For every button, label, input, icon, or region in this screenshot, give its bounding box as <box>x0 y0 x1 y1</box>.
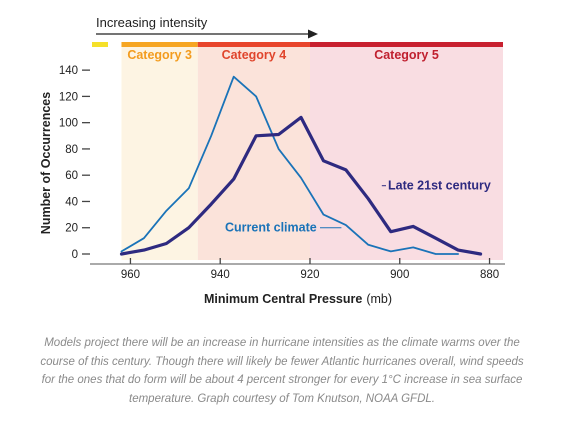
late-century-label: Late 21st century <box>388 179 491 193</box>
x-tick-label: 940 <box>211 269 230 281</box>
x-tick-label: 880 <box>480 269 499 281</box>
category-4-bar <box>197 42 310 47</box>
pre-category-bar <box>92 42 108 47</box>
hurricane-pressure-chart: Category 3 Category 4 Category 5 Increasin… <box>39 15 505 306</box>
y-tick-label: 120 <box>59 91 78 103</box>
y-tick-label: 140 <box>59 65 78 77</box>
category-5-bar <box>309 42 503 47</box>
x-tick-label: 900 <box>390 269 409 281</box>
figure-caption: Models project there will be an increase… <box>40 337 524 405</box>
current-climate-label: Current climate <box>225 221 317 235</box>
x-tick-label: 920 <box>300 269 319 281</box>
x-tick-label: 960 <box>121 269 140 281</box>
series-labels: Current climate Late 21st century <box>225 179 491 235</box>
category-5-label: Category 5 <box>374 48 439 62</box>
series-layer <box>119 75 483 256</box>
x-axis-label: Minimum Central Pressure (mb) <box>204 292 392 306</box>
category-3-bar <box>121 42 198 47</box>
axes: 0 20 40 60 80 100 120 140 960 940 920 900 880 <box>59 65 505 281</box>
y-tick-label: 0 <box>72 249 78 261</box>
y-tick-label: 80 <box>65 144 78 156</box>
y-tick-label: 100 <box>59 118 78 130</box>
x-axis-label-main: Minimum Central Pressure <box>204 292 362 306</box>
intensity-header: Increasing intensity <box>96 15 318 39</box>
category-4-band <box>197 46 310 260</box>
y-tick-label: 20 <box>65 223 78 235</box>
intensity-label: Increasing intensity <box>96 15 208 30</box>
y-axis-label: Number of Occurrences <box>39 92 53 234</box>
intensity-arrow-head <box>308 29 318 39</box>
category-3-band <box>121 46 198 260</box>
late-21st-century-line <box>119 115 483 256</box>
current-climate-line <box>120 75 460 255</box>
category-3-label: Category 3 <box>127 48 192 62</box>
y-tick-label: 60 <box>65 170 78 182</box>
x-axis-label-unit: (mb) <box>366 292 392 306</box>
category-4-label: Category 4 <box>222 48 287 62</box>
y-tick-label: 40 <box>65 196 78 208</box>
